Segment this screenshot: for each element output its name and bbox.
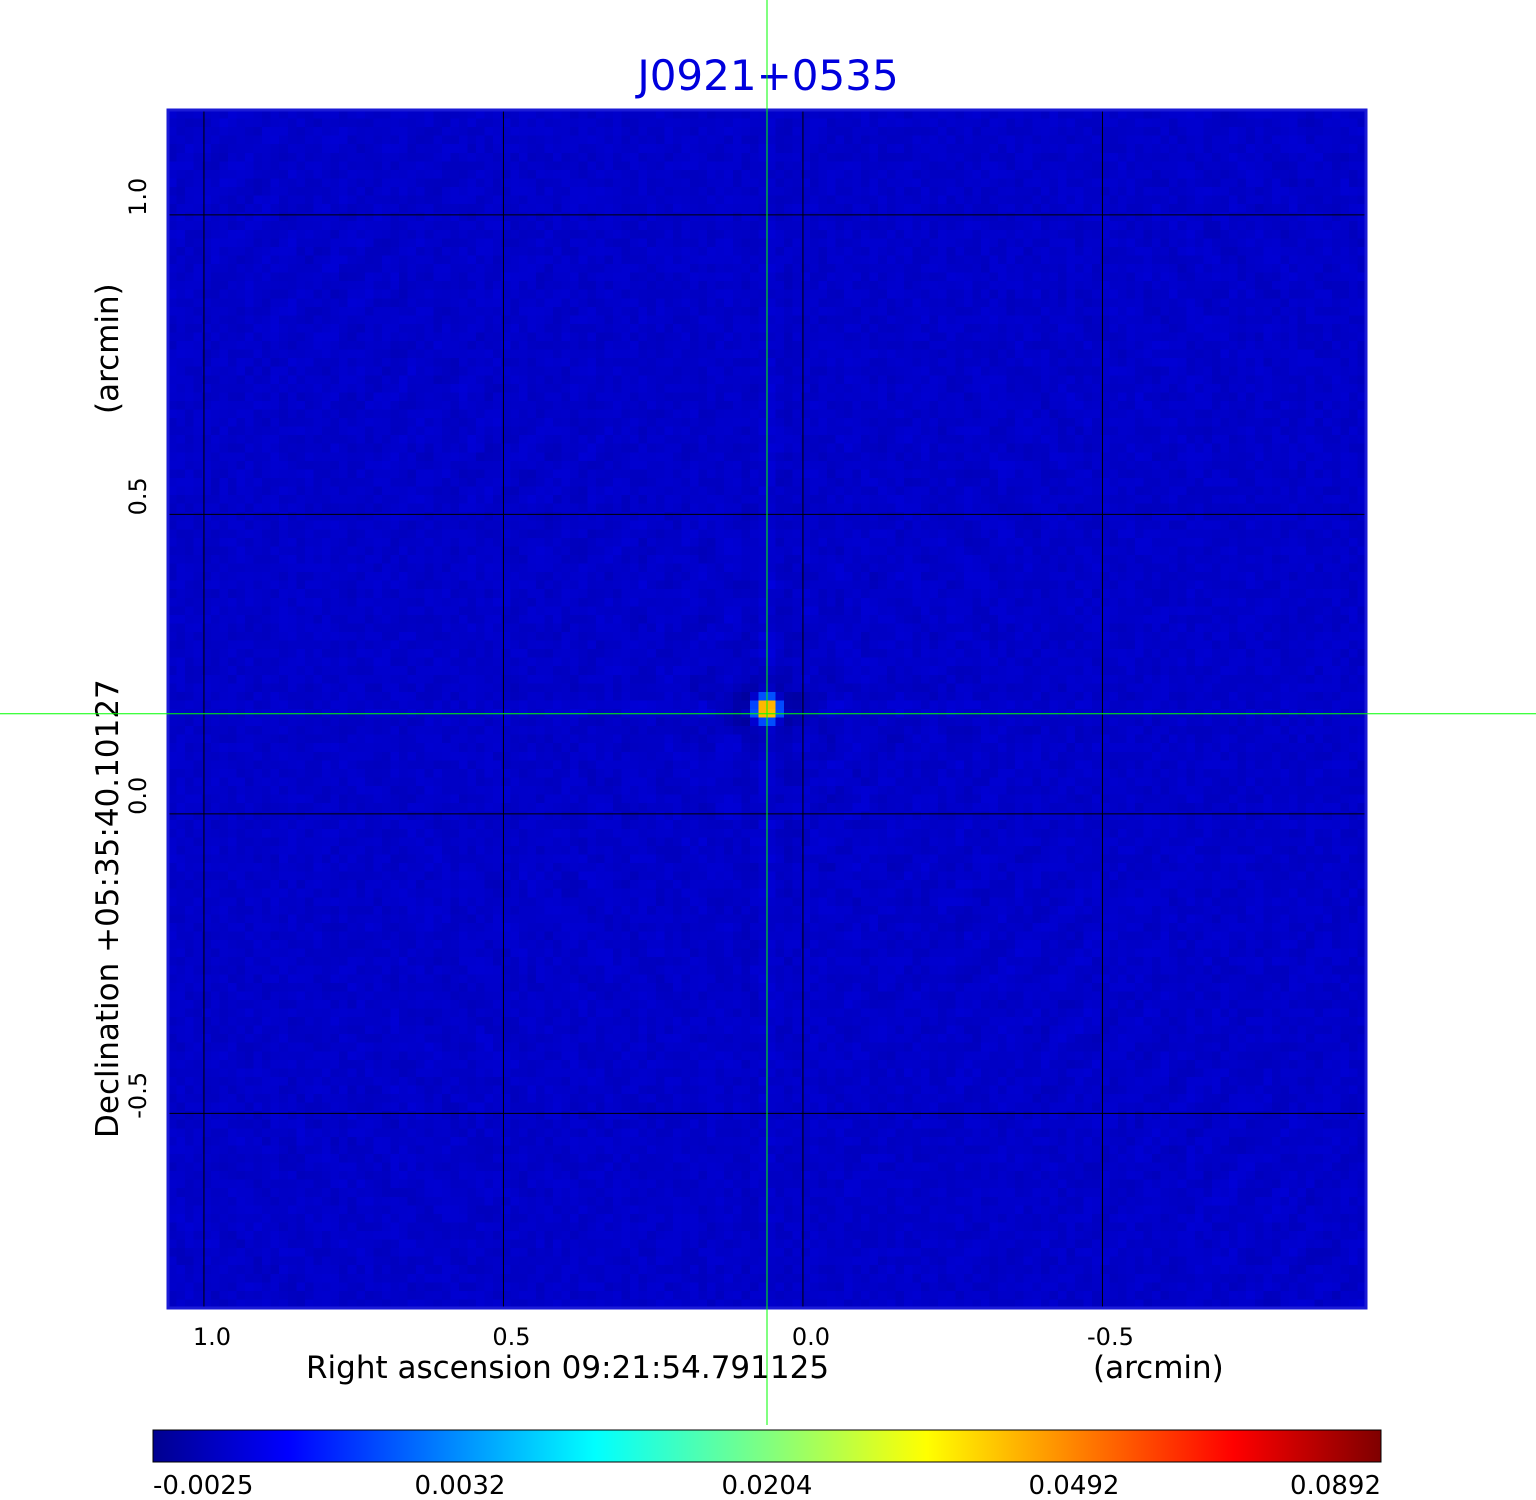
x-tick-label-1: 0.5	[492, 1323, 530, 1351]
colorbar-tick-label-0: -0.0025	[153, 1471, 253, 1500]
colorbar-tick-label-3: 0.0492	[1029, 1471, 1120, 1500]
y-tick-label-0: -0.5	[124, 1072, 152, 1119]
colorbar: -0.0025 0.0032 0.0204 0.0492 0.0892	[152, 1429, 1382, 1500]
y-axis-label: Declination +05:35:40.10127	[90, 679, 126, 1138]
colorbar-tick-label-1: 0.0032	[415, 1471, 506, 1500]
crosshair	[0, 0, 1536, 1425]
y-tick-label-2: 0.5	[124, 477, 152, 515]
x-tick-label-3: -0.5	[1087, 1323, 1134, 1351]
x-tick-label-2: 0.0	[792, 1323, 830, 1351]
colorbar-tick-label-4: 0.0892	[1290, 1471, 1381, 1500]
colorbar-tick-labels: -0.0025 0.0032 0.0204 0.0492 0.0892	[153, 1471, 1381, 1500]
y-tick-label-1: 0.0	[124, 777, 152, 815]
x-axis-label: Right ascension 09:21:54.791125	[306, 1350, 829, 1386]
colorbar-tick-label-2: 0.0204	[722, 1471, 813, 1500]
y-tick-label-3: 1.0	[124, 178, 152, 216]
x-tick-label-0: 1.0	[193, 1323, 231, 1351]
y-axis-unit-label: (arcmin)	[90, 283, 126, 414]
y-tick-labels: -0.5 0.0 0.5 1.0	[124, 178, 152, 1119]
x-axis-unit-label: (arcmin)	[1093, 1350, 1224, 1386]
colorbar-gradient	[152, 1429, 1382, 1463]
x-tick-labels: 1.0 0.5 0.0 -0.5	[193, 1323, 1134, 1351]
